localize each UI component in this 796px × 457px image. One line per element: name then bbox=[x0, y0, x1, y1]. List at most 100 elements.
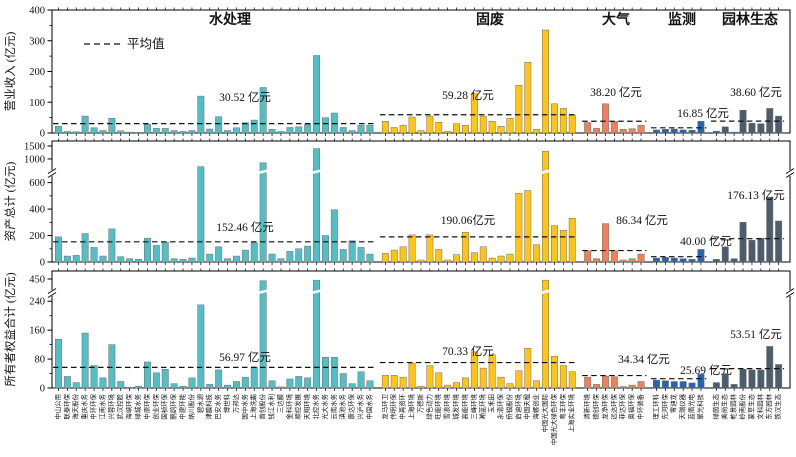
company-label: 城发环境 bbox=[451, 393, 460, 419]
bar bbox=[679, 258, 687, 263]
bar bbox=[628, 258, 636, 263]
y-axis-title: 营业收入 (亿元) bbox=[3, 32, 17, 112]
axis-break-mark bbox=[785, 292, 795, 298]
bar bbox=[506, 117, 514, 134]
company-label: 中再资环 bbox=[398, 393, 407, 419]
average-annotation: 34.34 亿元 bbox=[618, 353, 670, 366]
bar bbox=[619, 129, 627, 134]
company-label: 文科园林 bbox=[755, 393, 764, 419]
bar bbox=[524, 190, 532, 263]
company-label: 龙净环保 bbox=[600, 393, 609, 419]
bar bbox=[679, 381, 687, 389]
company-label: 启迪环境 bbox=[513, 393, 522, 419]
company-label: 滇池水务 bbox=[338, 393, 347, 419]
bar bbox=[108, 228, 116, 263]
bar bbox=[381, 121, 389, 134]
bar-break-notch bbox=[259, 169, 268, 174]
bar bbox=[250, 242, 258, 263]
company-label: 中原环保 bbox=[142, 393, 151, 419]
bar bbox=[453, 382, 461, 389]
company-label: 兴泸水务 bbox=[356, 393, 365, 419]
bar bbox=[117, 256, 125, 263]
bar bbox=[179, 385, 187, 389]
bar-break-notch bbox=[541, 169, 550, 174]
bar bbox=[593, 258, 600, 263]
axis-break-mark bbox=[47, 292, 57, 298]
bar bbox=[108, 117, 116, 134]
bar bbox=[730, 258, 738, 263]
bar bbox=[721, 246, 729, 263]
bar bbox=[313, 148, 321, 263]
group-header: 水处理 bbox=[209, 11, 251, 28]
bar bbox=[593, 128, 600, 134]
company-label: 菲达环保 bbox=[618, 393, 627, 419]
bar bbox=[286, 251, 294, 263]
bar bbox=[224, 130, 232, 134]
company-label: 中环装备 bbox=[636, 393, 645, 419]
bar bbox=[479, 246, 487, 263]
average-annotation: 190.06亿元 bbox=[441, 214, 496, 227]
bar bbox=[757, 123, 765, 134]
bar bbox=[637, 125, 645, 134]
bar bbox=[399, 125, 407, 134]
bar bbox=[748, 369, 756, 389]
bar bbox=[197, 95, 205, 134]
bar bbox=[277, 258, 285, 263]
bar bbox=[90, 127, 98, 134]
y-tick-label: 1500 bbox=[24, 142, 45, 153]
bar bbox=[108, 344, 116, 389]
bar bbox=[542, 29, 549, 134]
company-label: 三达膜 bbox=[275, 393, 284, 413]
company-label: 上海环境 bbox=[407, 393, 416, 419]
bar bbox=[170, 383, 178, 389]
bar bbox=[72, 382, 80, 389]
bar bbox=[206, 128, 214, 134]
bar bbox=[188, 130, 196, 134]
average-annotation: 59.28 亿元 bbox=[442, 89, 494, 102]
bar bbox=[688, 129, 696, 134]
bar bbox=[90, 247, 98, 263]
company-label: 中建环能 bbox=[178, 393, 187, 419]
bar bbox=[259, 162, 267, 263]
bar bbox=[679, 129, 687, 134]
average-annotation: 30.52 亿元 bbox=[219, 91, 271, 104]
bar-break-notch bbox=[259, 289, 268, 294]
bar bbox=[81, 233, 89, 263]
bar bbox=[322, 357, 329, 389]
bar bbox=[610, 121, 618, 134]
y-tick-label: 240 bbox=[29, 297, 45, 308]
company-label: 重庆水务 bbox=[80, 393, 89, 419]
bar bbox=[435, 121, 443, 134]
bar bbox=[515, 192, 523, 263]
panel-revenue: 0 100 200 300 400 营业收入 (亿元) 30.52 亿元 水处理 59.28 亿… bbox=[3, 6, 791, 140]
bar bbox=[426, 115, 434, 134]
company-label: 蒙草生态 bbox=[746, 393, 755, 419]
bar bbox=[233, 255, 240, 263]
bar bbox=[330, 209, 338, 263]
company-label: 云南水务 bbox=[329, 393, 338, 419]
company-label: 绿城水务 bbox=[133, 393, 142, 419]
bar bbox=[497, 255, 505, 263]
bar bbox=[215, 369, 223, 389]
y-tick-label: 400 bbox=[29, 205, 45, 216]
bar bbox=[144, 361, 151, 389]
bar bbox=[399, 376, 407, 389]
bar bbox=[497, 125, 505, 134]
company-label: 旺能环境 bbox=[433, 393, 442, 419]
bar bbox=[628, 128, 636, 134]
bar bbox=[313, 55, 321, 134]
bar bbox=[470, 252, 478, 263]
y-tick-label: 0 bbox=[40, 384, 45, 395]
bar bbox=[90, 365, 98, 389]
bar bbox=[381, 253, 389, 263]
bar bbox=[72, 255, 80, 263]
company-label: 博世科 bbox=[222, 393, 231, 413]
company-label: 蓝盾光电 bbox=[687, 393, 696, 419]
bar bbox=[366, 125, 374, 134]
bar bbox=[435, 249, 443, 263]
average-annotation: 70.33 亿元 bbox=[442, 345, 494, 358]
bar bbox=[81, 115, 89, 134]
bar bbox=[357, 371, 365, 389]
company-label: 顺控发展 bbox=[293, 393, 302, 419]
